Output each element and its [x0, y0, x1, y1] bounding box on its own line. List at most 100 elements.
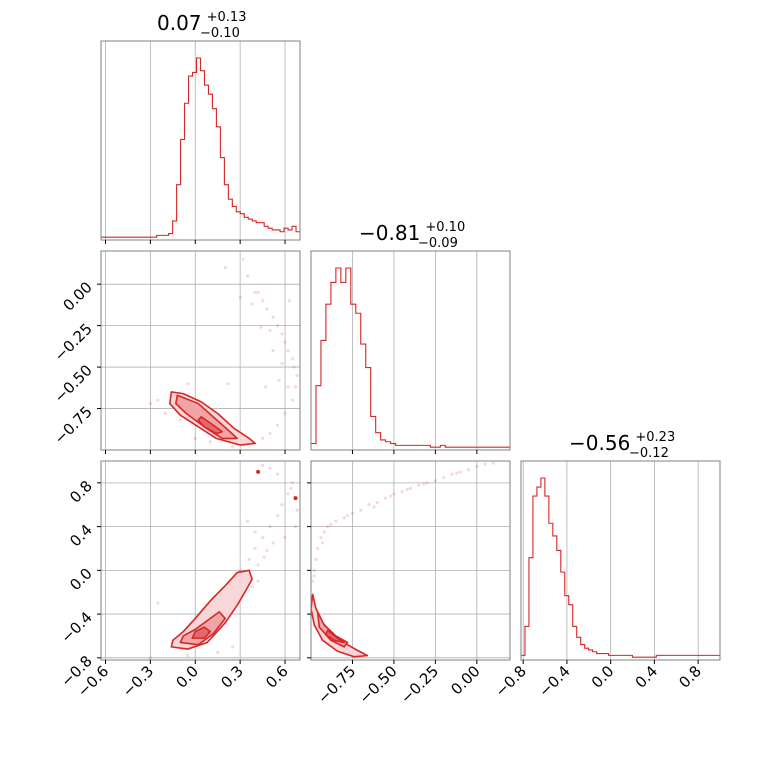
- scatter-point: [290, 481, 295, 485]
- scatter-point: [262, 555, 266, 559]
- panel-frame: [100, 250, 301, 451]
- scatter-point: [260, 436, 265, 440]
- scatter-point: [314, 557, 318, 562]
- hist-panel-1: [310, 250, 511, 451]
- scatter-point: [312, 568, 316, 572]
- scatter-point: [466, 468, 471, 472]
- y-axis-2: −0.8−0.40.00.40.8: [57, 477, 311, 690]
- title-1-plus: +0.10: [425, 220, 465, 235]
- scatter-point: [400, 490, 404, 494]
- scatter-point: [271, 348, 275, 353]
- scatter-point: [259, 325, 263, 329]
- scatter-point: [334, 519, 338, 523]
- scatter-point: [216, 650, 220, 654]
- pair-panel-0-2: [100, 460, 301, 661]
- contour-level-3: [325, 629, 345, 644]
- x-tick-label: −0.3: [119, 662, 157, 700]
- scatter-point: [268, 467, 272, 471]
- density-marker: [293, 496, 298, 501]
- scatter-point: [265, 307, 269, 311]
- scatter-point: [256, 290, 260, 295]
- scatter-point: [491, 461, 496, 465]
- scatter-point: [290, 398, 295, 402]
- hist-step-line: [521, 477, 720, 658]
- scatter-point: [293, 525, 298, 529]
- axes-layer: −0.6 −0.3 0.0 0.3 0.6 −0.75−0.50−0.25 0.00 −0.8…: [51, 40, 721, 707]
- pair-panel-1-2: [310, 460, 511, 661]
- scatter-point: [345, 514, 350, 518]
- scatter-point: [263, 385, 268, 389]
- panel-frame: [100, 460, 301, 661]
- scatter-point: [277, 378, 281, 382]
- contour-level-2: [175, 394, 238, 440]
- scatter-point: [275, 514, 280, 518]
- y-tick-label: −0.75: [51, 403, 96, 448]
- scatter-point: [148, 401, 152, 406]
- scatter-point: [311, 579, 315, 583]
- scatter-point: [292, 365, 296, 369]
- y-tick-label: 0.0: [66, 564, 96, 594]
- title-2-plus: +0.23: [635, 430, 675, 445]
- x-tick-label: 0.0: [172, 662, 202, 692]
- scatter-point: [253, 290, 257, 295]
- scatter-point: [246, 274, 250, 278]
- y-tick-label: −0.50: [51, 361, 96, 406]
- scatter-point: [156, 601, 160, 605]
- scatter-point: [241, 257, 245, 261]
- scatter-point: [256, 579, 260, 583]
- x-tick-label: 0.00: [447, 662, 483, 698]
- x-tick-label: −0.8: [492, 662, 530, 700]
- scatter-point: [193, 436, 197, 440]
- pair-panel-0-1: [100, 250, 301, 451]
- scatter-point: [425, 481, 429, 485]
- x-tick-label: −0.25: [397, 662, 442, 707]
- scatter-point: [280, 362, 284, 366]
- y-tick-label: −0.25: [51, 320, 96, 365]
- y-tick-label: −0.4: [57, 608, 95, 646]
- scatter-point: [442, 475, 446, 480]
- scatter-point: [156, 398, 160, 402]
- scatter-point: [268, 431, 272, 436]
- scatter-point: [322, 530, 326, 534]
- scatter-point: [417, 483, 421, 487]
- pair-inner: [148, 257, 299, 449]
- x-tick-label: 0.6: [262, 662, 292, 692]
- scatter-point: [271, 541, 275, 545]
- scatter-point: [186, 382, 190, 386]
- title-1-minus: −0.09: [418, 236, 458, 251]
- title-param-0: 0.07 +0.13: [157, 10, 246, 35]
- scatter-point: [342, 516, 346, 520]
- contour-level-3: [197, 416, 223, 435]
- title-param-1: −0.81 +0.10: [359, 220, 465, 245]
- title-0-value: 0.07: [157, 11, 202, 35]
- scatter-point: [280, 503, 284, 507]
- density-marker: [256, 469, 261, 474]
- y-tick-label: 0.8: [66, 477, 96, 507]
- hist-panel-0: [100, 40, 301, 241]
- x-tick-label: −0.50: [356, 662, 401, 707]
- scatter-point: [247, 557, 251, 562]
- scatter-point: [422, 482, 426, 486]
- scatter-point: [392, 492, 396, 496]
- y-tick-label: 0.4: [66, 521, 96, 551]
- scatter-point: [295, 373, 299, 377]
- scatter-point: [260, 535, 265, 540]
- y-axis-1: −0.75−0.50−0.25 0.00: [51, 278, 101, 448]
- scatter-point: [280, 332, 284, 336]
- scatter-point: [293, 385, 298, 389]
- scatter-point: [275, 472, 280, 476]
- scatter-point: [260, 299, 265, 303]
- scatter-point: [475, 464, 479, 469]
- x-tick-label: 0.0: [588, 662, 618, 692]
- x-axis-1: −0.75−0.50−0.25 0.00: [314, 450, 484, 707]
- scatter-point: [359, 508, 363, 512]
- scatter-point: [256, 563, 260, 567]
- scatter-point: [250, 302, 254, 306]
- scatter-point: [286, 385, 290, 389]
- scatter-point: [483, 462, 487, 466]
- scatter-point: [287, 299, 292, 303]
- scatter-point: [286, 348, 290, 353]
- scatter-point: [226, 382, 230, 386]
- x-tick-label: −0.4: [535, 662, 573, 700]
